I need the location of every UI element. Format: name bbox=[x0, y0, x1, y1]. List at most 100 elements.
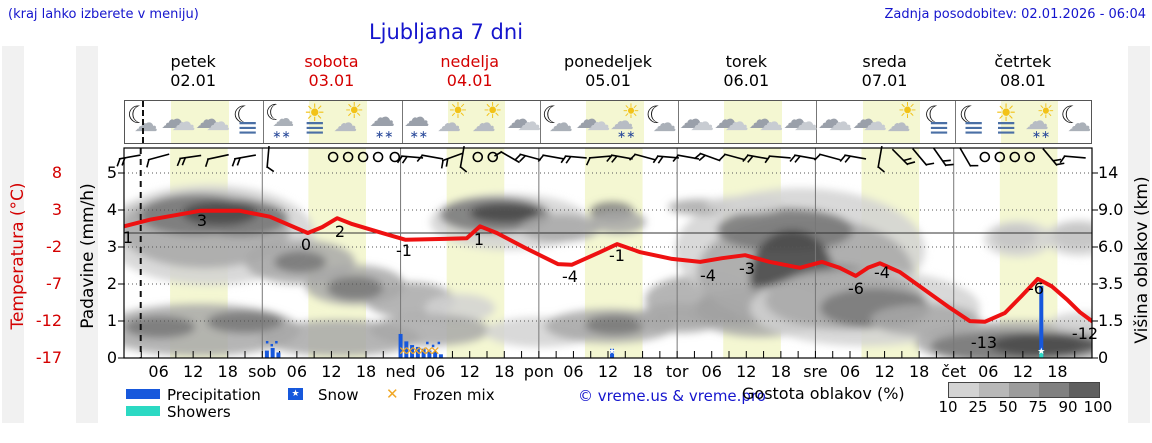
time-tick-label: 12 bbox=[182, 362, 204, 381]
trace-precip-dot bbox=[426, 341, 429, 345]
left-label-bg bbox=[2, 46, 24, 423]
right-label-bg bbox=[1128, 46, 1150, 423]
cloud-blob bbox=[520, 214, 600, 242]
daylight-band bbox=[1000, 101, 1059, 143]
density-segment bbox=[1039, 383, 1069, 397]
clouds-icon: ☁ ☁ bbox=[506, 105, 542, 136]
temperature-value-label: 1 bbox=[474, 230, 484, 249]
temperature-value-label: -4 bbox=[562, 267, 578, 286]
trace-precip-dot bbox=[275, 340, 278, 344]
sun-fog-icon: ☀ ≡ bbox=[303, 99, 326, 143]
temperature-value-label: -12 bbox=[1072, 324, 1098, 343]
axis-tick: 8 bbox=[51, 163, 62, 182]
copyright-link[interactable]: © vreme.us & vreme.pro bbox=[578, 387, 766, 405]
time-tick-label: 12 bbox=[874, 362, 895, 381]
calm-wind-icon bbox=[342, 151, 354, 163]
time-tick-label: 12 bbox=[321, 362, 342, 381]
cloud-blob bbox=[717, 208, 853, 252]
time-tick-label: 06 bbox=[563, 362, 584, 381]
temperature-value-label: 1 bbox=[123, 228, 133, 247]
wind-barb-icon bbox=[693, 152, 721, 162]
trace-precip-dot bbox=[265, 340, 269, 344]
cloud-blob bbox=[590, 210, 646, 234]
moon-fog-icon: ☾ ≡ bbox=[924, 101, 950, 143]
calm-wind-icon bbox=[979, 151, 991, 163]
density-tick-label: 90 bbox=[1058, 398, 1078, 416]
weather-icon-strip: ☾ ☁ ☁ ☁ ☁ ☁ ☾ ≡ ☾ ☁ ∗∗ ☀ ≡ ☀ ☁ ☁ ∗∗ ☁ ∗∗ ☀ ☁ ☀ ☁ ☁ ☁ ☾ ☁ ☁ ☁ ☀ ☁ ∗∗ ☾ ☁ ☁ ☁… bbox=[124, 100, 1092, 144]
day-label-četrtek: četrtek 08.01 bbox=[994, 52, 1052, 90]
day-separator bbox=[816, 101, 818, 143]
cloud-density-scale bbox=[948, 382, 1100, 398]
sun-cloud-icon: ☀ ☁ bbox=[471, 99, 503, 137]
calm-wind-icon bbox=[372, 151, 384, 163]
wind-barb-icon bbox=[266, 145, 275, 173]
day-label-nedelja: nedelja 04.01 bbox=[440, 52, 500, 90]
clouds-icon: ☁ ☁ bbox=[852, 105, 887, 136]
axis-tick: 2 bbox=[106, 274, 117, 293]
precip-bar bbox=[1039, 285, 1044, 358]
axis-tick: 4 bbox=[106, 200, 117, 219]
time-tick-label: 18 bbox=[1047, 362, 1068, 381]
wind-barbs-row bbox=[116, 145, 1086, 173]
cloud-density-field bbox=[124, 185, 1092, 358]
wind-barb-icon bbox=[494, 150, 520, 164]
cloud-blob bbox=[1050, 312, 1092, 332]
wind-barb-icon bbox=[912, 148, 935, 166]
frozen-mix-mark: ✕ bbox=[405, 344, 415, 358]
day-separator bbox=[954, 101, 956, 143]
day-separator bbox=[263, 101, 265, 143]
precip-bar bbox=[433, 352, 438, 358]
time-tick-label: 06 bbox=[286, 362, 308, 381]
density-segment bbox=[1069, 383, 1099, 397]
time-tick-label: 06 bbox=[839, 362, 861, 381]
calm-wind-icon bbox=[472, 151, 484, 163]
page-title: Ljubljana 7 dni bbox=[368, 20, 524, 44]
daylight-band bbox=[585, 101, 644, 143]
time-tick-label: 06 bbox=[701, 362, 722, 381]
time-tick-label: pon bbox=[523, 362, 554, 381]
wind-barb-icon bbox=[652, 155, 679, 164]
density-segment bbox=[979, 383, 1009, 397]
time-tick-label: 06 bbox=[424, 362, 446, 381]
frozen-mix-mark: ✕ bbox=[411, 344, 421, 358]
frozen-mix-mark: ✕ bbox=[424, 344, 434, 358]
plot-border bbox=[123, 147, 1093, 359]
wind-barb-icon bbox=[396, 155, 424, 164]
sun-cloud-snow-icon: ☀ ☁ ∗∗ bbox=[1024, 99, 1055, 141]
temperature-value-label: -1 bbox=[609, 246, 625, 265]
precip-bar bbox=[415, 346, 420, 358]
wind-barb-icon bbox=[459, 146, 468, 173]
wind-barb-icon bbox=[585, 155, 611, 166]
cloud-blob bbox=[327, 276, 383, 300]
moon-cloud-icon: ☾ ☁ bbox=[1060, 101, 1092, 137]
clouds-icon: ☁ ☁ bbox=[195, 105, 231, 136]
wind-barb-icon bbox=[891, 148, 916, 166]
density-segment bbox=[949, 383, 979, 397]
cloud-blob bbox=[207, 311, 283, 333]
wind-barb-icon bbox=[440, 152, 464, 169]
axis-tick: -7 bbox=[46, 274, 62, 293]
sun-fog-icon: ☀ ≡ bbox=[995, 99, 1018, 143]
calm-wind-icon bbox=[327, 151, 339, 163]
day-separator bbox=[678, 101, 680, 143]
temperature-value-label: 0 bbox=[301, 235, 311, 254]
time-tick-label: 18 bbox=[217, 362, 238, 381]
daylight-band bbox=[309, 101, 367, 143]
temperature-value-label: -3 bbox=[739, 259, 755, 278]
moon-fog-icon: ☾ ≡ bbox=[958, 101, 985, 143]
axis-tick: 1 bbox=[106, 311, 117, 330]
menu-hint-text: (kraj lahko izberete v meniju) bbox=[8, 7, 199, 22]
temperature-value-label: -4 bbox=[874, 263, 890, 282]
density-tick-label: 75 bbox=[1028, 398, 1048, 416]
cloud-blob bbox=[125, 316, 195, 338]
density-tick-label: 50 bbox=[998, 398, 1018, 416]
snow-star: ★ bbox=[608, 347, 616, 357]
wind-barb-icon bbox=[813, 153, 841, 161]
day-label-torek: torek 06.01 bbox=[723, 52, 770, 90]
calm-wind-icon bbox=[1024, 151, 1036, 163]
cloud-blob bbox=[274, 251, 326, 273]
time-tick-label: 12 bbox=[736, 362, 757, 381]
precip-bar bbox=[264, 350, 269, 358]
wind-barb-icon bbox=[514, 153, 542, 162]
